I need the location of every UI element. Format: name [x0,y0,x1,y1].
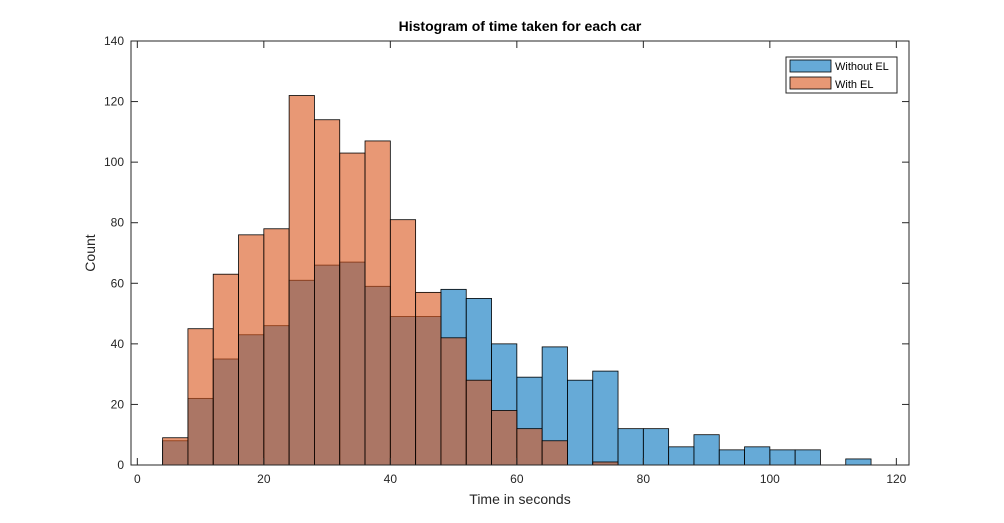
x-tick-label: 100 [760,472,780,486]
bar-with-el-36-40 [364,140,391,466]
bar-with-el-64-68 [541,440,568,466]
bar-with-el-40-44 [389,219,417,466]
bar-without-el-96-100 [744,446,771,466]
legend-label-without-el: Without EL [835,61,889,73]
bar-without-el-76-80 [617,428,644,466]
y-tick-label: 60 [111,276,125,290]
x-axis-label: Time in seconds [469,491,570,507]
x-tick-label: 0 [134,472,141,486]
x-tick-label: 80 [637,472,651,486]
y-tick-label: 80 [111,216,125,230]
bar-with-el-20-24 [263,228,290,466]
bar-with-el-16-20 [238,234,265,466]
bar-with-el-52-56 [465,379,492,466]
bar-without-el-112-116 [845,458,872,466]
series-with-el [162,95,619,466]
bar-without-el-84-88 [668,446,695,466]
bar-with-el-32-36 [339,152,366,466]
legend: Without EL With EL [785,56,898,94]
legend-swatch-with-el [789,76,832,90]
bar-without-el-104-108 [794,449,821,466]
bar-with-el-60-64 [516,428,543,466]
x-tick-label: 60 [510,472,524,486]
bar-without-el-72-76 [592,370,619,466]
ticks-layer: 0 20 40 60 80 100 120 0 20 40 60 80 100 120 140 [104,34,909,486]
bar-with-el-56-60 [491,410,518,466]
bar-with-el-28-32 [314,119,341,466]
legend-swatch-without-el [789,59,832,73]
bar-without-el-68-72 [567,379,594,466]
x-tick-label: 40 [384,472,398,486]
y-tick-label: 140 [104,34,124,48]
legend-label-with-el: With EL [835,79,874,91]
bar-without-el-88-92 [693,434,720,466]
bar-with-el-8-12 [187,328,214,466]
x-tick-label: 20 [257,472,271,486]
y-tick-label: 0 [117,458,124,472]
bar-without-el-92-96 [718,449,745,466]
bar-with-el-24-28 [288,95,315,466]
y-tick-label: 100 [104,155,124,169]
bar-with-el-4-8 [162,437,189,466]
y-tick-label: 40 [111,337,125,351]
bar-with-el-48-52 [440,337,467,466]
chart-title: Histogram of time taken for each car [399,18,642,34]
y-tick-label: 20 [111,397,125,411]
bar-with-el-12-16 [212,273,239,466]
bars-layer [162,95,872,466]
bar-without-el-100-104 [769,449,796,466]
bar-with-el-44-48 [415,291,442,466]
bar-without-el-80-84 [642,428,670,466]
axes-box [130,40,910,466]
x-tick-label: 120 [886,472,906,486]
y-tick-label: 120 [104,95,124,109]
y-axis-label: Count [82,234,98,271]
